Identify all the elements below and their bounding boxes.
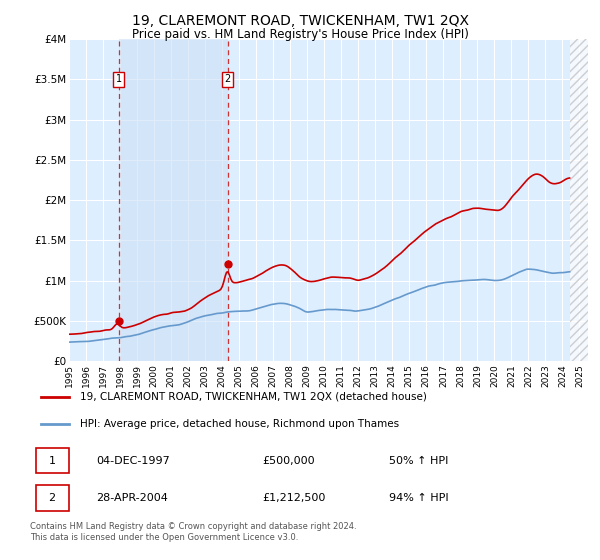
Text: 19, CLAREMONT ROAD, TWICKENHAM, TW1 2QX (detached house): 19, CLAREMONT ROAD, TWICKENHAM, TW1 2QX …	[80, 391, 427, 402]
Text: 94% ↑ HPI: 94% ↑ HPI	[389, 493, 448, 503]
Text: 1: 1	[116, 74, 122, 85]
Text: 50% ↑ HPI: 50% ↑ HPI	[389, 456, 448, 465]
Text: HPI: Average price, detached house, Richmond upon Thames: HPI: Average price, detached house, Rich…	[80, 419, 399, 429]
Text: 2: 2	[224, 74, 231, 85]
Text: Contains HM Land Registry data © Crown copyright and database right 2024.
This d: Contains HM Land Registry data © Crown c…	[30, 522, 356, 542]
Bar	[119, 39, 228, 361]
Text: 1: 1	[49, 456, 56, 465]
FancyBboxPatch shape	[35, 448, 68, 473]
Text: Price paid vs. HM Land Registry's House Price Index (HPI): Price paid vs. HM Land Registry's House …	[131, 28, 469, 41]
Text: £1,212,500: £1,212,500	[262, 493, 325, 503]
Text: 2: 2	[49, 493, 56, 503]
Text: 28-APR-2004: 28-APR-2004	[96, 493, 168, 503]
Text: 19, CLAREMONT ROAD, TWICKENHAM, TW1 2QX: 19, CLAREMONT ROAD, TWICKENHAM, TW1 2QX	[131, 14, 469, 28]
Text: 04-DEC-1997: 04-DEC-1997	[96, 456, 170, 465]
Bar	[569, 39, 588, 361]
FancyBboxPatch shape	[35, 486, 68, 511]
Text: £500,000: £500,000	[262, 456, 314, 465]
